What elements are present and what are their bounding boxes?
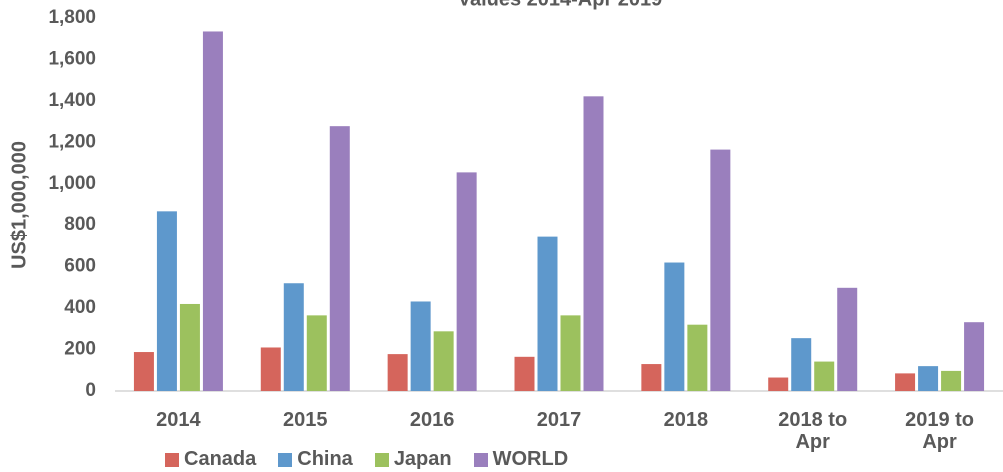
legend-swatch <box>374 452 389 467</box>
x-tick-label: 2017 <box>536 409 582 431</box>
bar <box>433 331 454 391</box>
bar <box>260 347 281 391</box>
y-tick-label: 0 <box>85 380 96 401</box>
legend-item: Canada <box>165 448 256 471</box>
x-tick-label: 2014 <box>156 409 201 431</box>
legend-label: Canada <box>184 448 257 470</box>
bar <box>179 303 200 391</box>
y-tick-label: 1,200 <box>48 131 96 152</box>
x-tick-label: 2016 <box>409 409 455 431</box>
bar <box>791 338 812 391</box>
bar <box>687 324 708 391</box>
legend-swatch <box>165 452 179 467</box>
bar <box>387 354 408 391</box>
bar <box>964 322 985 391</box>
bar <box>202 31 223 391</box>
bar <box>456 172 477 391</box>
bar <box>537 236 558 391</box>
bar <box>837 287 858 391</box>
x-tick-label: 2019 to Apr <box>905 409 975 453</box>
bar <box>710 149 731 391</box>
y-tick-label: 600 <box>64 256 96 277</box>
chart-title: Values 2014-Apr 2019 <box>458 0 663 10</box>
y-tick-label: 1,600 <box>48 48 96 69</box>
bar <box>560 315 581 391</box>
y-axis-label: US$1,000,000 <box>8 141 30 269</box>
bar <box>895 373 916 391</box>
bar <box>583 96 604 391</box>
bar <box>410 301 431 391</box>
bar <box>918 366 939 391</box>
legend-swatch <box>473 452 488 467</box>
y-tick-label: 1,400 <box>48 90 96 111</box>
x-tick-label: 2015 <box>283 409 328 431</box>
bar <box>941 370 962 391</box>
legend-label: Japan <box>393 448 452 470</box>
x-tick-label: 2018 to Apr <box>778 409 848 453</box>
legend-label: WORLD <box>492 448 569 470</box>
legend-item: WORLD <box>473 448 569 471</box>
bar <box>329 126 350 392</box>
bar <box>768 377 789 391</box>
y-tick-label: 400 <box>64 297 96 318</box>
bar <box>664 262 685 391</box>
bar <box>306 315 327 391</box>
legend-label: China <box>297 448 353 470</box>
x-tick-label: 2018 <box>663 409 709 431</box>
legend: Canada China Japan WORLD <box>165 448 568 471</box>
bar <box>283 283 304 391</box>
legend-swatch <box>278 452 293 467</box>
bar <box>514 356 535 391</box>
bar <box>641 364 662 391</box>
y-tick-label: 1,000 <box>48 173 96 194</box>
y-tick-label: 800 <box>64 214 96 235</box>
bar <box>156 211 177 391</box>
legend-item: Japan <box>374 448 452 471</box>
bar <box>814 361 835 391</box>
y-tick-label: 1,800 <box>48 7 96 28</box>
bar <box>133 352 154 391</box>
y-tick-label: 200 <box>64 339 96 360</box>
legend-item: China <box>278 448 353 471</box>
